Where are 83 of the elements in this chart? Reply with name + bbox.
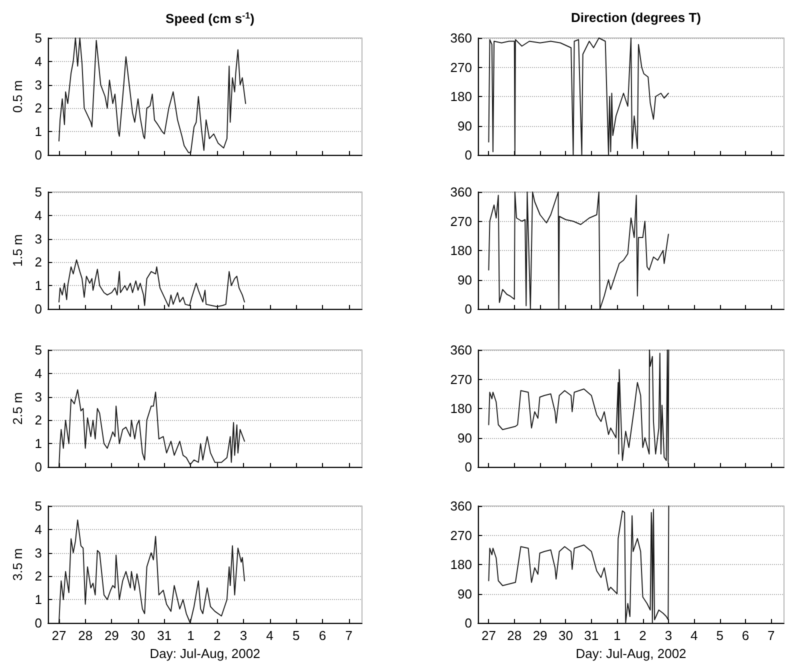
x-tick-label: 1 [613,628,621,643]
y-tick-label: 5 [34,184,42,200]
y-tick-label: 1 [34,592,42,608]
y-tick-label: 270 [450,528,472,543]
line-series [488,506,670,624]
x-tick-label: 29 [532,628,548,643]
y-tick-label: 90 [458,118,472,134]
line-series [488,192,669,310]
x-tick-label: 27 [52,628,66,643]
x-tick-label: 31 [584,628,599,643]
line-series [58,38,246,154]
x-tick-label: 7 [345,628,352,643]
y-tick-label: 0 [34,148,42,162]
y-tick-label: 0 [464,616,472,630]
y-axis-title: 3.5 m [10,548,25,581]
y-tick-label: 1 [34,436,42,452]
y-tick-label: 270 [450,60,472,75]
x-tick-label: 30 [130,628,146,643]
y-tick-label: 0 [464,460,472,474]
y-tick-label: 4 [34,522,42,537]
y-tick-label: 3 [34,77,42,92]
y-tick-label: 180 [450,401,472,416]
line-series [488,350,670,464]
x-tick-label: 6 [742,628,750,643]
y-tick-label: 4 [34,54,42,69]
y-tick-label: 5 [34,342,42,358]
y-axis-title: 2.5 m [10,392,25,425]
x-tick-label: 5 [716,628,724,643]
y-tick-label: 360 [450,498,472,514]
y-tick-label: 2 [34,412,42,428]
x-tick-label: 3 [240,628,248,643]
y-tick-label: 90 [458,430,472,446]
y-tick-label: 3 [34,545,42,560]
y-tick-label: 4 [34,208,42,223]
x-tick-label: 7 [768,628,775,643]
y-tick-label: 0 [34,616,42,630]
y-tick-label: 2 [34,254,42,270]
x-tick-label: 2 [639,628,646,643]
y-tick-label: 1 [34,124,42,140]
y-axis-title: 1.5 m [10,234,25,267]
y-tick-label: 180 [450,243,472,258]
y-tick-label: 270 [450,372,472,387]
y-tick-label: 0 [34,302,42,316]
x-tick-label: 30 [558,628,573,643]
y-tick-label: 0 [34,460,42,474]
y-tick-label: 180 [450,89,472,104]
x-tick-label: 27 [481,628,496,643]
y-tick-label: 2 [34,568,42,584]
x-tick-label: 28 [507,628,522,643]
line-series [58,520,246,624]
y-tick-label: 5 [34,30,42,46]
x-axis-title: Day: Jul-Aug, 2002 [576,646,686,661]
x-tick-label: 2 [213,628,221,643]
y-tick-label: 0 [464,302,472,316]
x-tick-label: 6 [318,628,326,643]
y-tick-label: 4 [34,366,42,381]
x-tick-label: 28 [78,628,93,643]
y-tick-label: 90 [458,586,472,602]
x-tick-label: 31 [157,628,172,643]
y-tick-label: 270 [450,214,472,229]
y-tick-label: 0 [464,148,472,162]
x-tick-label: 3 [664,628,672,643]
line-series [488,38,669,156]
x-axis-title: Day: Jul-Aug, 2002 [150,646,260,661]
x-tick-label: 1 [187,628,194,643]
y-tick-label: 360 [450,30,472,46]
y-tick-label: 360 [450,184,472,200]
y-tick-label: 2 [34,100,42,116]
y-tick-label: 90 [458,272,472,288]
y-tick-label: 360 [450,342,472,358]
y-tick-label: 5 [34,498,42,514]
line-series [58,259,246,308]
x-tick-label: 29 [104,628,119,643]
x-tick-label: 5 [292,628,300,643]
line-series [58,389,246,468]
y-tick-label: 1 [34,278,42,294]
y-tick-label: 3 [34,231,42,246]
x-tick-label: 4 [690,628,698,643]
y-tick-label: 180 [450,557,472,572]
y-tick-label: 3 [34,389,42,404]
chart-title: Direction (degrees T) [570,10,702,25]
x-tick-label: 4 [266,628,274,643]
y-axis-title: 0.5 m [10,80,25,113]
